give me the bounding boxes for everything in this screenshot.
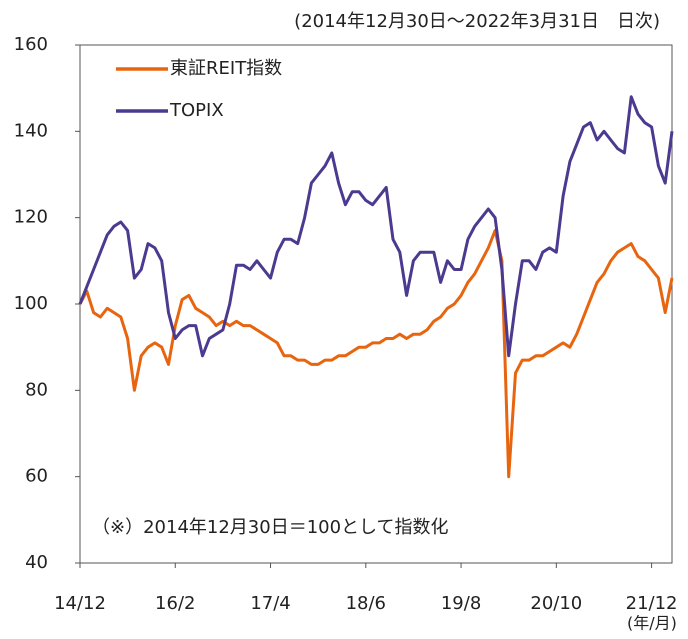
y-tick-label: 80 [25, 379, 48, 400]
x-tick-label: 16/2 [155, 593, 195, 614]
x-tick-label: 19/8 [441, 593, 481, 614]
legend-label: TOPIX [169, 100, 224, 121]
y-tick-label: 60 [25, 466, 48, 487]
y-tick-label: 160 [14, 34, 48, 55]
series-line [78, 229, 674, 479]
y-tick-label: 40 [25, 552, 48, 573]
series-line [78, 95, 674, 358]
x-tick-label: 20/10 [530, 593, 582, 614]
legend-label: 東証REIT指数 [170, 58, 282, 79]
x-tick-label: 21/12 [626, 593, 678, 614]
y-tick-label: 120 [14, 207, 48, 228]
chart-subtitle: (2014年12月30日～2022年3月31日 日次) [294, 11, 660, 32]
x-tick-label: 18/6 [346, 593, 386, 614]
x-tick-label: 14/12 [54, 593, 106, 614]
y-tick-label: 140 [14, 120, 48, 141]
annotation: （※）2014年12月30日＝100として指数化 [92, 517, 449, 538]
x-unit: (年/月) [627, 614, 677, 633]
x-tick-label: 17/4 [250, 593, 290, 614]
y-tick-label: 100 [14, 293, 48, 314]
